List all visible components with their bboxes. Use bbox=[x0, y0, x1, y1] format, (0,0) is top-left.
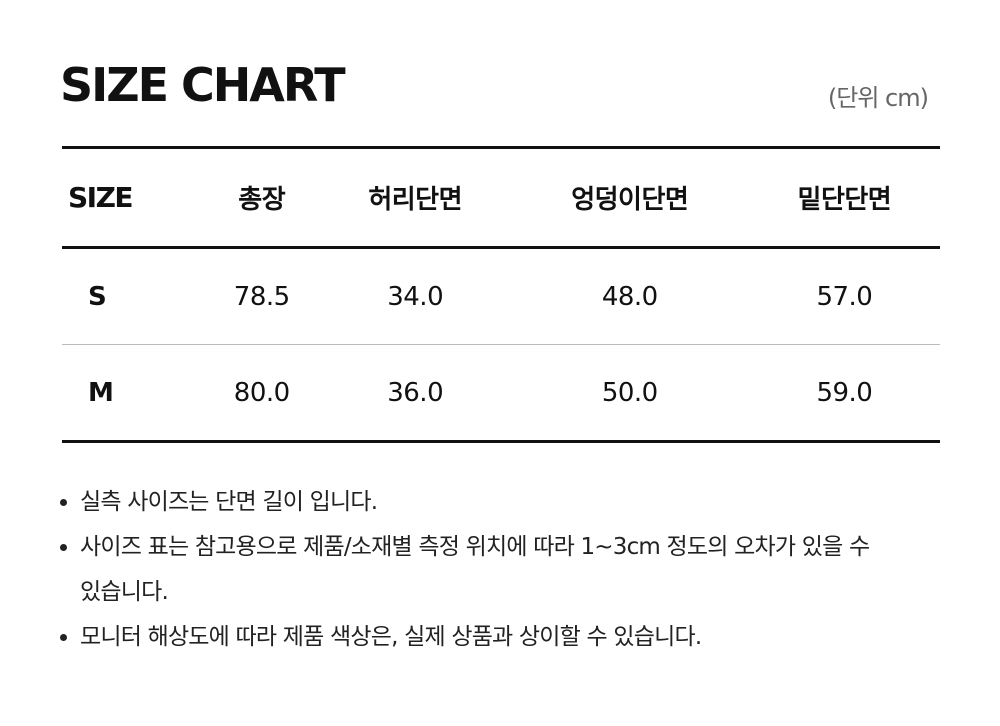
size-table: SIZE 총장 허리단면 엉덩이단면 밑단단면 S 78.5 34.0 48.0 57.0 M 80… bbox=[62, 146, 940, 443]
note: 모니터 해상도에 따라 제품 색상은, 실제 상품과 상이할 수 있습니다. bbox=[80, 615, 870, 660]
title: SIZE CHART bbox=[60, 58, 346, 112]
table-header: SIZE 총장 허리단면 엉덩이단면 밑단단면 bbox=[62, 147, 940, 248]
table-body: S 78.5 34.0 48.0 57.0 M 80.0 36.0 50.0 59.0 bbox=[62, 248, 940, 442]
table-row: M 80.0 36.0 50.0 59.0 bbox=[62, 344, 940, 442]
table-cell: 50.0 bbox=[601, 377, 658, 408]
column-header: SIZE bbox=[68, 181, 134, 214]
table-cell: 34.0 bbox=[387, 281, 444, 312]
column-header: 엉덩이단면 bbox=[571, 185, 689, 215]
table-cell: 36.0 bbox=[387, 377, 444, 408]
table-row: S 78.5 34.0 48.0 57.0 bbox=[62, 248, 940, 345]
column-header: 허리단면 bbox=[368, 185, 462, 215]
table-cell: 80.0 bbox=[233, 377, 290, 408]
table-cell: 48.0 bbox=[601, 281, 658, 312]
size-label: M bbox=[88, 377, 114, 408]
table-cell: 78.5 bbox=[233, 281, 290, 312]
note: 사이즈 표는 참고용으로 제품/소재별 측정 위치에 따라 1~3cm 정도의 … bbox=[80, 525, 870, 615]
header-row: SIZE 총장 허리단면 엉덩이단면 밑단단면 bbox=[62, 147, 940, 248]
note: 실측 사이즈는 단면 길이 입니다. bbox=[80, 480, 870, 525]
column-header: 밑단단면 bbox=[797, 185, 892, 215]
column-header: 총장 bbox=[238, 185, 286, 215]
table-cell: 59.0 bbox=[816, 377, 873, 408]
unit-label: (단위 cm) bbox=[827, 84, 929, 112]
table-cell: 57.0 bbox=[816, 281, 873, 312]
notes-list: 실측 사이즈는 단면 길이 입니다.사이즈 표는 참고용으로 제품/소재별 측정… bbox=[62, 480, 870, 660]
size-label: S bbox=[88, 281, 107, 312]
